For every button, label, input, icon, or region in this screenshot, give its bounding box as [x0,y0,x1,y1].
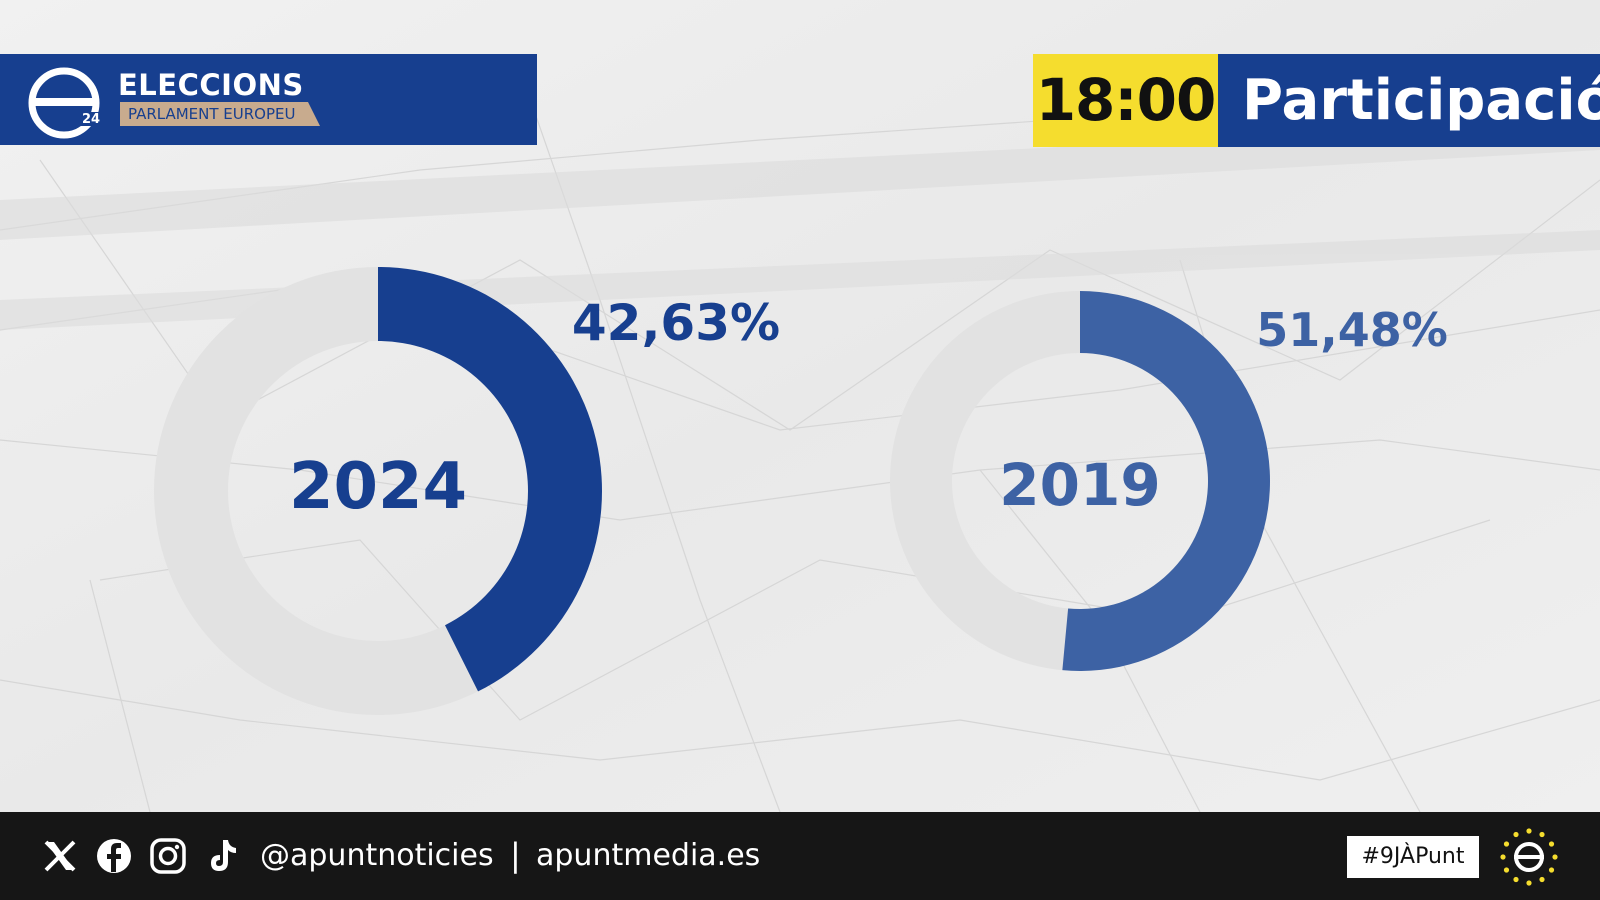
footer-separator: | [510,836,521,874]
donut-2019-value-label: 51,48% [1256,303,1448,357]
donut-2024: 2024 42,63% [154,267,780,715]
time-badge: 18:00 [1033,54,1218,147]
donut-2024-year: 2024 [289,450,467,524]
eu-stars-logo-icon [1500,828,1558,886]
eu-star [1548,841,1555,847]
donut-charts: 2024 42,63% 2019 51,48% [154,267,1448,715]
footer-bar: @apuntnoticies | apuntmedia.es #9JÀPunt [0,812,1600,900]
eu-star [1503,841,1510,847]
donut-2019-arc [1062,291,1271,671]
facebook-icon[interactable] [94,836,134,876]
eu-star [1513,831,1519,838]
eu-star [1526,880,1532,886]
eu-star [1526,828,1532,834]
donut-2019-year: 2019 [999,451,1160,519]
apunt-24-logo: 24 [28,67,104,139]
donut-2024-arc [378,267,602,692]
brand-banner: 24 ELECCIONS PARLAMENT EUROPEU [0,54,537,145]
eu-star [1548,867,1555,873]
eu-star [1513,876,1519,883]
tiktok-icon[interactable] [202,836,242,876]
brand-subtitle: PARLAMENT EUROPEU [120,102,320,126]
donut-2024-value-label: 42,63% [572,294,780,352]
eu-star [1500,854,1506,860]
x-icon[interactable] [40,836,80,876]
eu-star [1552,854,1558,860]
brand-title: ELECCIONS [118,68,304,102]
donut-2019: 2019 51,48% [890,291,1448,671]
instagram-icon[interactable] [148,836,188,876]
eu-star [1539,876,1545,883]
social-handle[interactable]: @apuntnoticies [260,838,494,873]
page-title: Participació [1218,54,1600,147]
eu-star [1539,831,1545,838]
logo-text: 24 [82,112,100,127]
hashtag-badge: #9JÀPunt [1347,836,1479,878]
eu-star [1503,867,1510,873]
website-link[interactable]: apuntmedia.es [536,838,761,873]
